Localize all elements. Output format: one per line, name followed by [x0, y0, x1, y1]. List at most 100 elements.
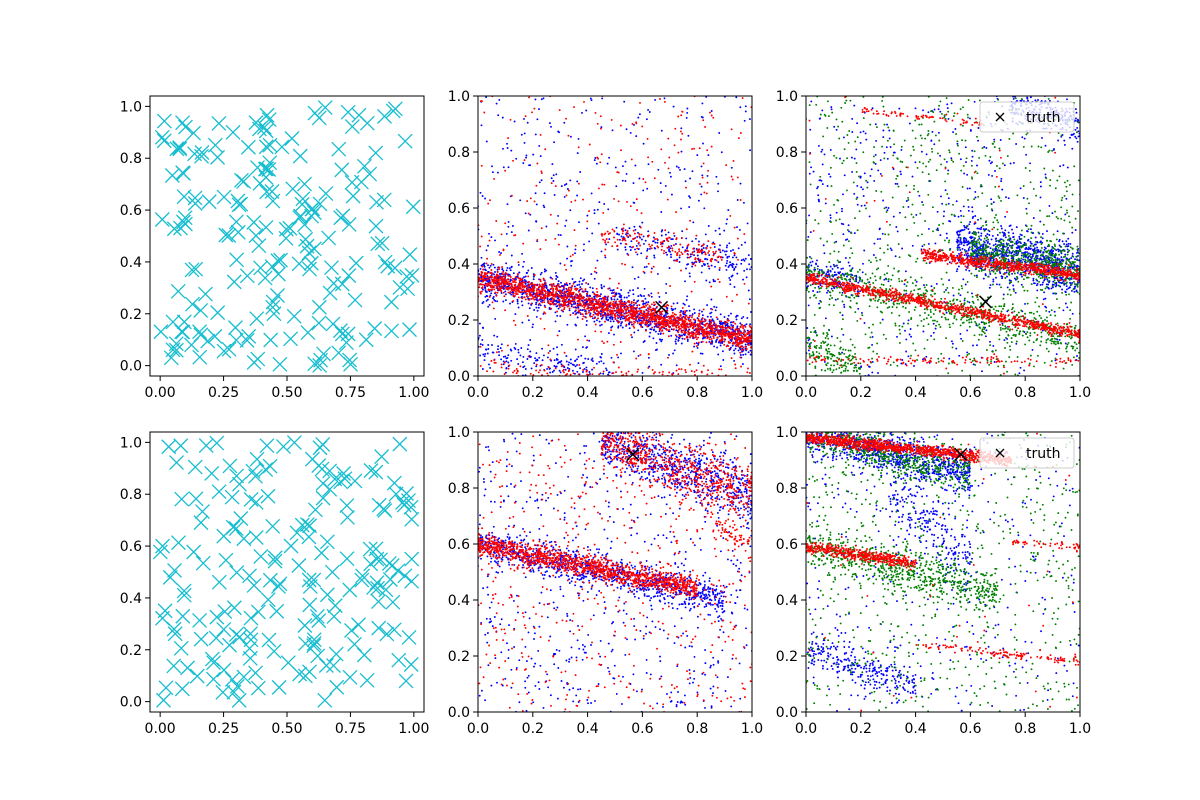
point — [687, 319, 690, 322]
point — [697, 341, 700, 344]
point — [729, 321, 732, 324]
point — [674, 307, 677, 310]
point — [544, 148, 547, 151]
point — [672, 320, 674, 322]
point — [628, 320, 631, 323]
point — [491, 276, 494, 279]
point — [616, 309, 618, 311]
point — [595, 295, 598, 298]
x-marker — [334, 326, 350, 342]
point — [625, 128, 628, 131]
point — [581, 299, 583, 302]
point — [613, 197, 616, 200]
point — [535, 315, 538, 318]
point — [481, 368, 484, 370]
x-marker — [341, 268, 357, 284]
point — [730, 324, 733, 326]
point — [558, 303, 561, 306]
point — [527, 275, 530, 278]
point — [594, 111, 597, 114]
point — [669, 285, 672, 287]
point — [1020, 283, 1023, 286]
point — [568, 295, 571, 298]
point — [555, 291, 558, 294]
point — [517, 351, 520, 354]
point — [663, 316, 666, 319]
point — [534, 98, 537, 101]
point — [729, 279, 732, 281]
point — [542, 354, 545, 357]
point — [518, 271, 521, 274]
point — [505, 232, 508, 235]
point — [744, 105, 747, 108]
point — [699, 260, 702, 263]
point — [537, 306, 540, 309]
x-tick-label: 0.4 — [576, 385, 598, 401]
point — [625, 372, 628, 375]
x-marker — [321, 230, 337, 246]
point — [617, 292, 620, 295]
point — [734, 335, 737, 338]
point — [712, 324, 714, 327]
point — [557, 214, 560, 217]
point — [1066, 245, 1069, 248]
point — [542, 296, 545, 299]
point — [657, 168, 660, 171]
point — [623, 307, 626, 310]
point — [744, 334, 747, 337]
point — [711, 332, 714, 334]
point — [481, 343, 484, 346]
point — [543, 289, 546, 292]
x-marker — [192, 349, 208, 365]
point — [686, 256, 689, 259]
point — [650, 271, 653, 273]
point — [697, 243, 700, 246]
point — [691, 330, 693, 333]
point — [721, 339, 724, 342]
point — [677, 166, 680, 169]
point — [497, 274, 500, 277]
point — [526, 288, 529, 291]
point — [615, 226, 618, 229]
point — [668, 325, 670, 328]
point — [483, 111, 486, 114]
point — [533, 362, 536, 365]
point — [661, 330, 663, 332]
point — [496, 348, 499, 351]
point — [514, 290, 517, 293]
point — [570, 200, 573, 203]
point — [701, 260, 704, 263]
point — [714, 258, 717, 261]
point — [708, 267, 711, 270]
point — [702, 308, 705, 311]
point — [605, 318, 608, 321]
point — [660, 191, 662, 193]
point — [504, 355, 507, 358]
point — [643, 287, 646, 290]
point — [628, 227, 631, 230]
point — [654, 330, 657, 333]
point — [600, 360, 603, 363]
point — [633, 232, 636, 235]
point — [670, 334, 673, 337]
point — [607, 318, 610, 321]
point — [516, 300, 519, 303]
point — [543, 268, 546, 271]
point — [524, 275, 527, 278]
point — [668, 156, 671, 159]
point — [524, 285, 527, 288]
point — [535, 298, 538, 301]
point — [661, 322, 664, 324]
point — [694, 323, 697, 326]
point — [485, 262, 488, 265]
point — [593, 303, 596, 306]
point — [645, 301, 648, 304]
point — [637, 299, 640, 302]
point — [723, 229, 726, 232]
point — [640, 322, 643, 324]
point — [750, 311, 752, 313]
point — [605, 243, 608, 246]
point — [643, 295, 645, 297]
point — [620, 352, 622, 355]
point — [739, 182, 742, 185]
